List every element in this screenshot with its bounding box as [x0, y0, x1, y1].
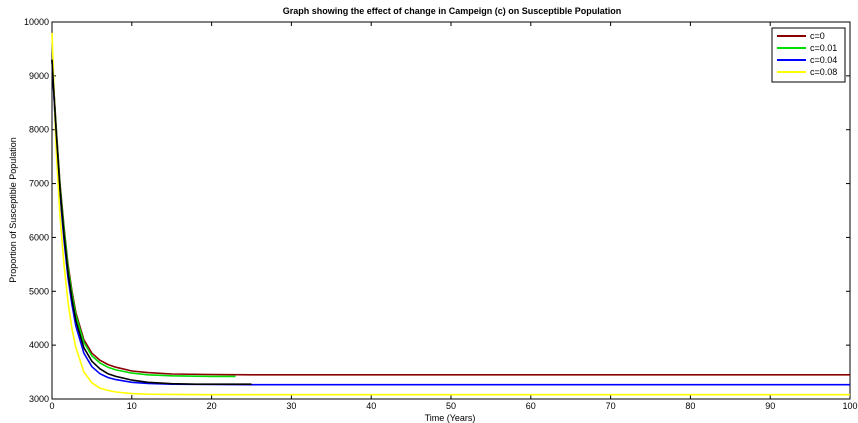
legend-label-0: c=0 — [810, 31, 825, 41]
series-line-3 — [51, 32, 850, 396]
chart-title: Graph showing the effect of change in Ca… — [283, 6, 622, 16]
x-tick-label: 60 — [526, 401, 536, 411]
x-tick-label: 50 — [446, 401, 456, 411]
x-axis-label: Time (Years) — [425, 413, 476, 423]
y-tick-label: 7000 — [29, 179, 49, 189]
x-tick-label: 10 — [127, 401, 137, 411]
x-tick-label: 80 — [685, 401, 695, 411]
series-line-4 — [51, 59, 252, 386]
y-tick-label: 5000 — [29, 286, 49, 296]
y-tick-label: 8000 — [29, 125, 49, 135]
x-axis-ticks: 0 10 20 30 40 50 60 70 80 90 100 — [49, 22, 858, 411]
legend-label-3: c=0.08 — [810, 67, 837, 77]
x-tick-label: 30 — [286, 401, 296, 411]
y-tick-label: 3000 — [29, 394, 49, 404]
legend-label-1: c=0.01 — [810, 43, 837, 53]
x-tick-label: 40 — [366, 401, 376, 411]
x-tick-label: 20 — [207, 401, 217, 411]
x-tick-label: 70 — [606, 401, 616, 411]
y-axis-label: Proportion of Susceptible Population — [8, 137, 18, 283]
y-tick-label: 6000 — [29, 232, 49, 242]
series-lines — [51, 32, 850, 396]
plot-area — [51, 21, 851, 400]
y-axis-ticks: 3000 4000 5000 6000 7000 8000 9000 10000 — [24, 17, 850, 404]
legend: c=0 c=0.01 c=0.04 c=0.08 — [771, 27, 846, 83]
x-tick-label: 0 — [49, 401, 54, 411]
x-tick-label: 90 — [765, 401, 775, 411]
y-tick-label: 4000 — [29, 340, 49, 350]
x-tick-label: 100 — [842, 401, 857, 411]
y-tick-label: 10000 — [24, 17, 49, 27]
y-tick-label: 9000 — [29, 71, 49, 81]
legend-label-2: c=0.04 — [810, 55, 837, 65]
